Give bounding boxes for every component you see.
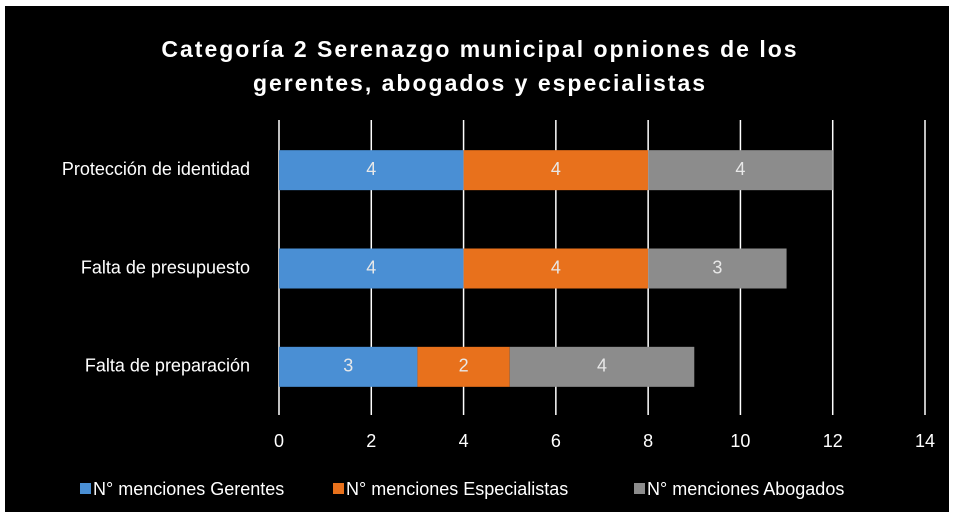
legend-label: N° menciones Especialistas	[346, 479, 568, 499]
data-label: 4	[551, 159, 561, 179]
x-tick-label: 12	[823, 431, 843, 451]
data-label: 4	[551, 257, 561, 277]
bar-segment	[279, 150, 464, 191]
x-tick-label: 0	[274, 431, 284, 451]
data-label: 4	[366, 257, 376, 277]
x-tick-label: 14	[915, 431, 935, 451]
x-tick-label: 4	[459, 431, 469, 451]
data-label: 4	[366, 159, 376, 179]
y-tick-label: Protección de identidad	[62, 159, 250, 179]
bar-segment	[463, 150, 649, 191]
bar-segment	[648, 150, 833, 191]
y-tick-label: Falta de presupuesto	[81, 257, 250, 277]
legend-label: N° menciones Abogados	[647, 479, 844, 499]
x-tick-label: 2	[366, 431, 376, 451]
bar-segment	[417, 346, 510, 387]
bar-segment	[279, 346, 418, 387]
x-tick-label: 8	[643, 431, 653, 451]
y-tick-label: Falta de preparación	[85, 356, 250, 376]
legend-swatch	[80, 483, 91, 494]
data-label: 4	[597, 356, 607, 376]
chart-title: Categoría 2 Serenazgo municipal opniones…	[161, 36, 799, 96]
x-tick-label: 6	[551, 431, 561, 451]
bar-segment	[279, 248, 464, 289]
legend-label: N° menciones Gerentes	[93, 479, 284, 499]
bar-segment	[463, 248, 649, 289]
data-label: 4	[735, 159, 745, 179]
legend-swatch	[333, 483, 344, 494]
x-tick-label: 10	[730, 431, 750, 451]
data-label: 2	[459, 356, 469, 376]
bar-segment	[509, 346, 695, 387]
bar-segment	[648, 248, 787, 289]
legend-swatch	[634, 483, 645, 494]
data-label: 3	[343, 356, 353, 376]
data-label: 3	[712, 257, 722, 277]
